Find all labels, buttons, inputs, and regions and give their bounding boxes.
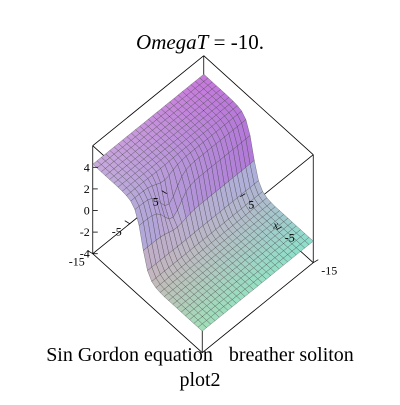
x-tick-label: -15 xyxy=(321,264,337,278)
plot-title: OmegaT = -10. xyxy=(0,30,400,55)
z-tick-label: 0 xyxy=(84,204,90,218)
caption-right: breather soliton xyxy=(228,344,354,366)
z-tick-label: 2 xyxy=(84,182,90,196)
title-op: = xyxy=(213,30,226,54)
surface-cell xyxy=(197,323,207,332)
title-lhs: OmegaT xyxy=(136,30,209,54)
box-edge xyxy=(92,55,205,147)
x-tick xyxy=(313,259,319,264)
box-edge xyxy=(201,262,314,354)
y-tick xyxy=(124,220,130,225)
z-tick-label: 4 xyxy=(84,160,90,174)
x-tick xyxy=(276,226,282,231)
caption-left: Sin Gordon equation xyxy=(46,344,213,366)
x-axis: -15 -5 5 x xyxy=(240,193,337,278)
z-axis: 4 2 0 -2 -4 xyxy=(80,160,98,261)
z-tick-label: -2 xyxy=(80,225,90,239)
title-rhs: -10. xyxy=(230,30,264,54)
x-tick-label: -5 xyxy=(285,231,295,245)
caption-line-2: plot2 xyxy=(179,369,221,391)
box-edge xyxy=(203,55,314,155)
x-axis-label: x xyxy=(272,220,278,232)
y-tick xyxy=(87,250,93,255)
y-tick-label: -5 xyxy=(112,225,122,239)
box-edge xyxy=(92,253,203,353)
caption-line-1: Sin Gordon equation breather soliton xyxy=(0,343,400,367)
y-tick-label: -15 xyxy=(69,255,85,269)
y-tick-label: 5 xyxy=(153,195,159,209)
x-tick xyxy=(240,193,246,198)
y-axis: -15 -5 5 xyxy=(69,190,167,269)
surface-mesh xyxy=(92,73,314,332)
y-tick xyxy=(161,190,167,195)
x-tick-label: 5 xyxy=(248,198,254,212)
z-tick-label: -4 xyxy=(80,247,90,261)
